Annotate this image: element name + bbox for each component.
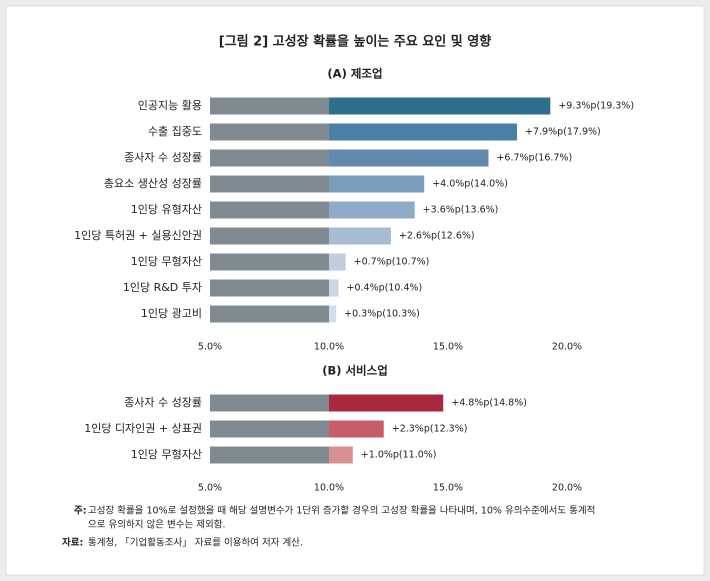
value-label: +4.0%p(14.0%) [432,179,508,190]
category-label: 1인당 무형자산 [131,448,202,461]
value-label: +0.4%p(10.4%) [347,283,423,294]
bar [329,149,489,167]
bar [329,175,425,193]
baseline-bar [210,394,329,412]
x-tick-label: 10.0% [314,342,344,353]
baseline-bar [210,253,329,271]
bar [329,201,415,219]
category-label: 1인당 특허권 + 실용신안권 [74,229,202,242]
x-tick-label: 20.0% [552,342,582,353]
bar [329,97,551,115]
category-label: 인공지능 활용 [138,98,202,112]
value-label: +2.6%p(12.6%) [399,231,475,242]
baseline-bar [210,97,329,115]
value-label: +7.9%p(17.9%) [525,127,601,138]
value-label: +2.3%p(12.3%) [392,424,468,435]
baseline-bar [210,305,329,323]
value-label: +0.3%p(10.3%) [344,309,420,320]
value-label: +1.0%p(11.0%) [361,450,437,461]
baseline-bar [210,201,329,219]
value-label: +3.6%p(13.6%) [423,205,499,216]
source-text: 통계청, 「기업활동조사」 자료를 이용하여 저자 계산. [88,537,303,549]
bar [329,123,518,141]
panel-title: (A) 제조업 [327,67,382,81]
bar [329,446,353,464]
note-text: 으로 유의하지 않은 변수는 제외함. [88,519,225,531]
category-label: 1인당 무형자산 [131,255,202,268]
baseline-bar [210,149,329,167]
figure-title: [그림 2] 고성장 확률을 높이는 주요 요인 및 영향 [219,34,491,50]
panel-title: (B) 서비스업 [322,364,388,378]
baseline-bar [210,279,329,297]
baseline-bar [210,123,329,141]
category-label: 총요소 생산성 성장률 [104,177,202,190]
x-tick-label: 15.0% [433,342,463,353]
x-tick-label: 5.0% [198,483,222,494]
bar [329,394,444,412]
x-tick-label: 20.0% [552,483,582,494]
bar [329,253,346,271]
note-text: 고성장 확률을 10%로 설정했을 때 해당 설명변수가 1단위 증가할 경우의… [88,505,595,517]
x-tick-label: 5.0% [198,342,222,353]
category-label: 1인당 광고비 [141,307,202,320]
baseline-bar [210,446,329,464]
bar [329,227,391,245]
value-label: +4.8%p(14.8%) [451,398,527,409]
baseline-bar [210,227,329,245]
category-label: 종사자 수 성장률 [124,151,202,164]
value-label: +9.3%p(19.3%) [558,101,634,112]
x-tick-label: 15.0% [433,483,463,494]
value-label: +0.7%p(10.7%) [354,257,430,268]
x-tick-label: 10.0% [314,483,344,494]
source-label: 자료: [62,537,83,549]
category-label: 수출 집중도 [148,125,202,138]
value-label: +6.7%p(16.7%) [496,153,572,164]
category-label: 1인당 디자인권 + 상표권 [84,422,202,435]
bar [329,420,384,438]
note-label: 주: [74,506,87,517]
category-label: 종사자 수 성장률 [124,396,202,409]
category-label: 1인당 R&D 투자 [123,281,202,294]
baseline-bar [210,420,329,438]
bar [329,279,339,297]
bar [329,305,337,323]
baseline-bar [210,175,329,193]
category-label: 1인당 유형자산 [131,203,202,216]
